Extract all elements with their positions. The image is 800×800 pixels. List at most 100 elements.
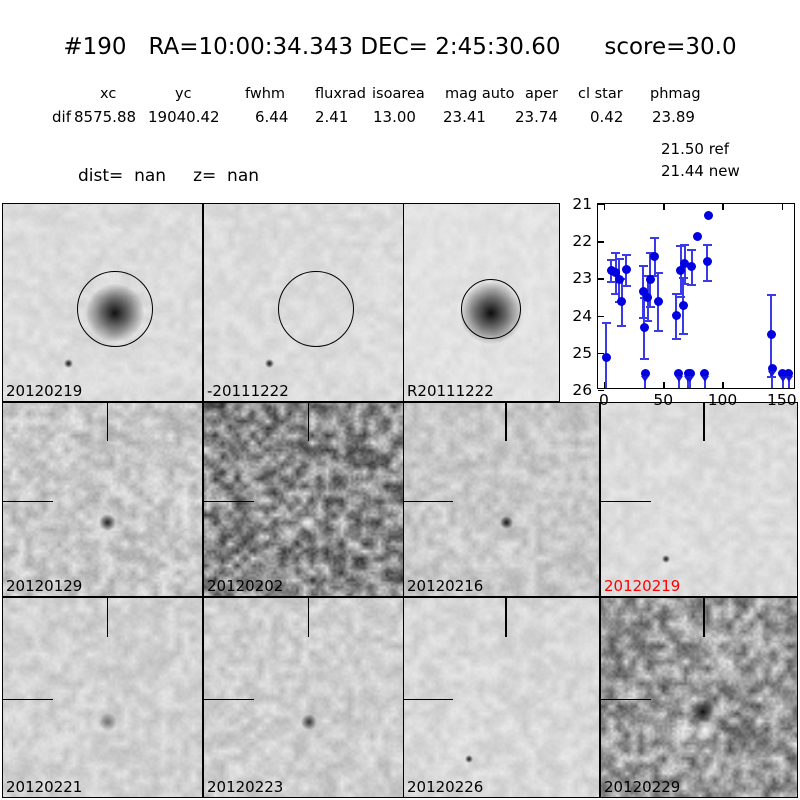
- y-axis-tick: [598, 278, 604, 280]
- image-stamp-label: 20120216: [407, 577, 484, 596]
- crosshair-tick-vertical: [106, 403, 109, 441]
- data-point: [766, 330, 776, 340]
- light-source-blob: [694, 719, 715, 740]
- data-point: [650, 251, 660, 261]
- x-axis-tick-label: 100: [707, 391, 738, 409]
- data-point: [653, 296, 663, 306]
- image-noise-texture: [204, 403, 403, 596]
- error-bar-cap: [671, 293, 681, 296]
- x-axis-tick-top: [603, 204, 606, 210]
- error-bar-cap: [653, 330, 663, 333]
- crosshair-tick-horizontal: [601, 698, 651, 701]
- reference-magnitude-line: 21.44 new: [661, 162, 740, 180]
- image-stamp-panel[interactable]: 20120226: [403, 597, 600, 798]
- data-point: [703, 211, 713, 221]
- data-point: [687, 261, 697, 271]
- image-stamp-panel[interactable]: 20120223: [203, 597, 404, 798]
- table-cell: 23.74: [515, 108, 558, 126]
- data-point: [614, 274, 624, 284]
- image-stamp-label: 20120226: [407, 778, 484, 797]
- data-point-upper-limit: [640, 368, 650, 378]
- data-point-upper-limit: [767, 363, 777, 373]
- image-stamp-panel[interactable]: 20120216: [403, 402, 600, 597]
- y-axis-tick: [598, 241, 604, 243]
- data-point: [693, 232, 703, 242]
- error-bar-cap: [702, 279, 712, 282]
- data-point-upper-limit: [700, 368, 710, 378]
- image-stamp-panel[interactable]: R20111222: [403, 203, 560, 402]
- y-axis-tick-label: 24: [572, 306, 593, 325]
- dark-source-blob: [662, 555, 671, 563]
- column-header: fluxrad: [315, 86, 366, 102]
- image-stamp-panel[interactable]: 20120219: [600, 402, 798, 597]
- error-bar-cap: [702, 243, 712, 246]
- limit-arrow-icon: [768, 371, 777, 378]
- limit-arrow-icon: [674, 376, 683, 383]
- data-point: [702, 257, 712, 267]
- data-point: [601, 352, 611, 362]
- error-bar-cap: [611, 252, 621, 255]
- limit-arrow-icon: [686, 376, 695, 383]
- dark-source-blob: [98, 712, 117, 731]
- y-axis-tick: [598, 315, 604, 317]
- image-stamp-panel[interactable]: 20120129: [2, 402, 203, 597]
- column-header: xc: [100, 86, 117, 102]
- table-cell: 6.44: [255, 108, 289, 126]
- column-header: mag auto: [445, 86, 515, 102]
- error-bar-cap: [650, 275, 660, 278]
- image-stamp-label: 20120202: [207, 577, 284, 596]
- image-noise-texture: [3, 598, 202, 797]
- image-stamp-panel[interactable]: 20120229: [600, 597, 798, 798]
- data-point: [643, 293, 653, 303]
- error-bar-cap: [638, 265, 648, 268]
- image-stamp-label: 20120223: [207, 778, 284, 797]
- plot-area[interactable]: [598, 204, 794, 388]
- data-point: [680, 259, 690, 269]
- y-axis-tick-label: 22: [572, 232, 593, 251]
- crosshair-tick-horizontal: [204, 500, 254, 503]
- aperture-circle: [277, 271, 354, 348]
- data-point: [645, 274, 655, 284]
- crosshair-tick-vertical: [307, 403, 310, 441]
- table-cell: 19040.42: [148, 108, 220, 126]
- image-stamp-label: 20120219: [6, 382, 83, 401]
- dark-source-blob: [264, 358, 274, 368]
- y-axis-tick: [598, 204, 604, 206]
- column-header: aper: [525, 86, 558, 102]
- image-noise-texture: [404, 403, 599, 596]
- limit-arrow-icon: [778, 376, 787, 383]
- image-stamp-grid: 20120219 -20111222 R20111222 20120129 201202…: [2, 203, 798, 798]
- x-axis-tick: [722, 382, 724, 388]
- y-axis-tick-label: 23: [572, 269, 593, 288]
- image-noise-texture: [204, 598, 403, 797]
- image-stamp-panel[interactable]: 20120202: [203, 402, 404, 597]
- table-cell: 23.89: [652, 108, 695, 126]
- limit-arrow-icon: [641, 376, 650, 383]
- image-stamp-label: 20120219: [604, 577, 681, 596]
- column-header: cl star: [578, 86, 623, 102]
- x-axis-tick-top: [781, 204, 784, 210]
- error-bar-cap: [678, 277, 688, 280]
- error-bar-cap: [639, 358, 649, 360]
- plot-frame: 21 22 23 24 25 26 0 50 100 150: [572, 195, 796, 409]
- crosshair-tick-horizontal: [3, 698, 53, 701]
- image-stamp-panel[interactable]: 20120219: [2, 203, 203, 402]
- error-bar-cap: [680, 282, 690, 285]
- table-cell: 8575.88: [74, 108, 137, 126]
- dark-source-blob: [63, 358, 73, 368]
- image-stamp-panel[interactable]: -20111222: [203, 203, 404, 402]
- data-point: [678, 300, 688, 310]
- data-point: [676, 265, 686, 275]
- data-point: [621, 264, 631, 274]
- x-axis-tick-label: 150: [766, 391, 797, 409]
- image-stamp-panel[interactable]: 20120221: [2, 597, 203, 798]
- x-axis-tick-label: 0: [598, 391, 609, 409]
- data-point-upper-limit: [674, 368, 684, 378]
- error-bar-cap: [678, 333, 688, 336]
- lightcurve-plot: 21 22 23 24 25 26 0 50 100 150: [563, 195, 800, 424]
- table-cell: 0.42: [590, 108, 624, 126]
- crosshair-tick-horizontal: [601, 500, 651, 503]
- x-axis-tick-label: 50: [653, 391, 674, 409]
- image-noise-texture: [601, 403, 797, 596]
- data-point-upper-limit: [778, 368, 788, 378]
